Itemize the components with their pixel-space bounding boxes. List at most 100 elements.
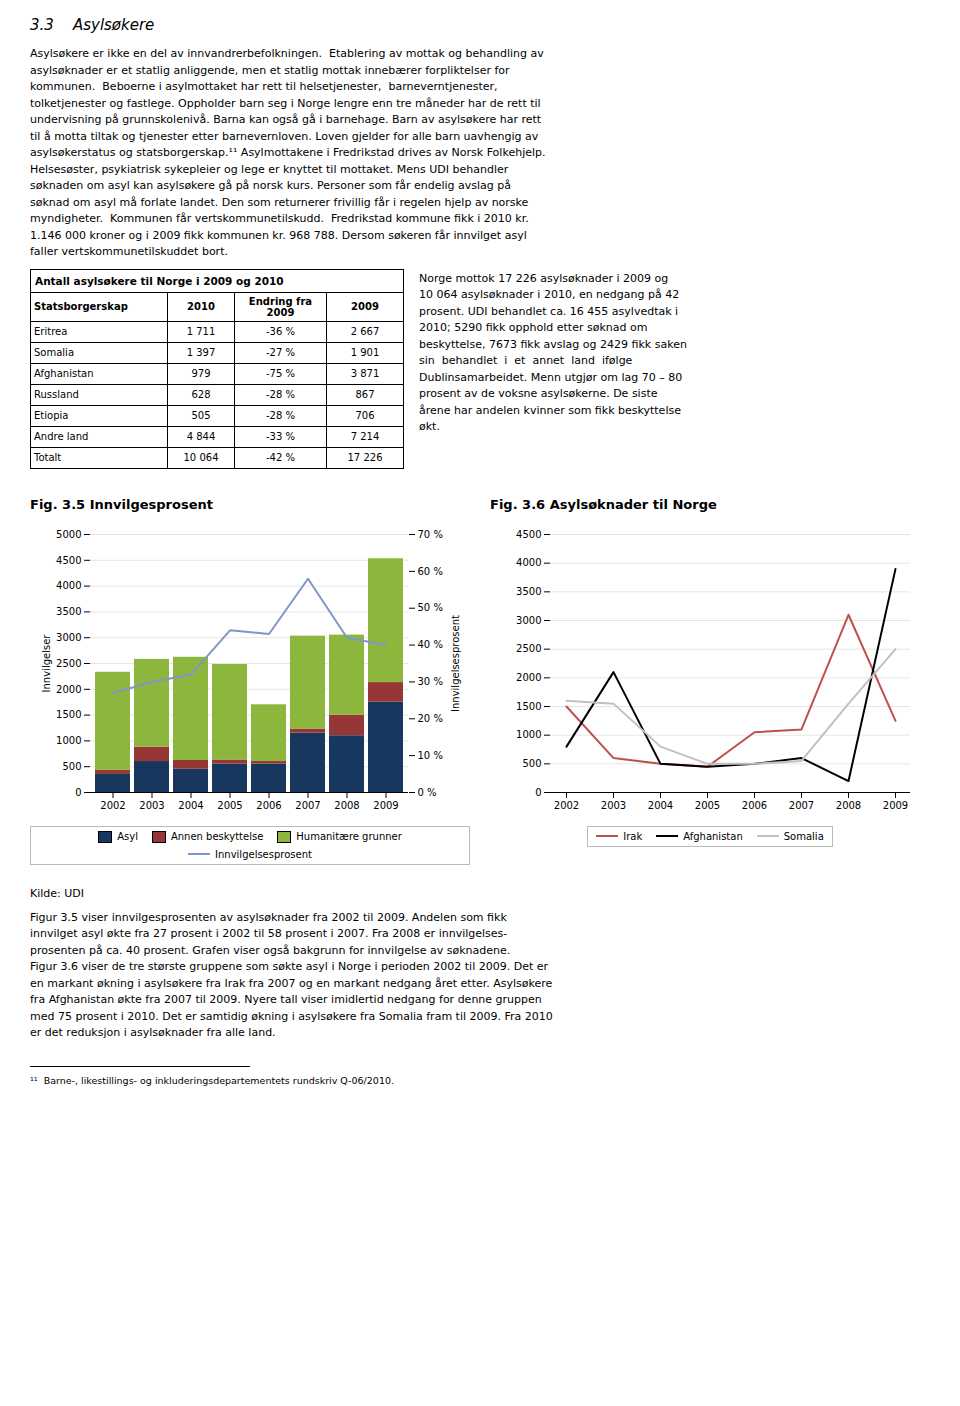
svg-text:3000: 3000 — [56, 631, 81, 642]
svg-text:0: 0 — [535, 786, 541, 797]
svg-text:2005: 2005 — [695, 799, 720, 810]
html-text:søknaden om asyl kan asylsøker: søknaden om asyl kan asylsøkere gå på no… — [30, 179, 511, 192]
svg-text:20 %: 20 % — [418, 712, 443, 723]
html-text:1 397: 1 397 — [186, 347, 216, 358]
svg-text:10 %: 10 % — [418, 749, 443, 760]
html-text:asylsøkerstatus og statsborger: asylsøkerstatus og statsborgerskap.¹¹ As… — [30, 146, 546, 159]
svg-text:Innvilgelser: Innvilgelser — [41, 633, 52, 692]
html-text:2 667: 2 667 — [350, 326, 380, 337]
html-text:innvilget asyl økte fra 27 pro: innvilget asyl økte fra 27 prosent i 200… — [30, 927, 508, 940]
html-text:¹¹ Barne-, likestillings- og i: ¹¹ Barne-, likestillings- og inkludering… — [30, 1074, 394, 1086]
html-text:en markant økning i asylsøkere: en markant økning i asylsøkere fra Irak … — [30, 976, 553, 990]
html-text:asylsøknader er et statlig anl: asylsøknader er et statlig anliggende, m… — [30, 63, 510, 77]
html-text:-27 %: -27 % — [266, 347, 295, 358]
html-text:Antall asylsøkere til Norge i: Antall asylsøkere til Norge i 2009 og 20… — [35, 274, 284, 287]
svg-text:50 %: 50 % — [418, 602, 443, 613]
html-text:er det reduksjon i asylsøknade: er det reduksjon i asylsøknader fra alle… — [30, 1026, 276, 1039]
svg-text:60 %: 60 % — [418, 565, 443, 576]
html-text:Norge mottok 17 226 asylsøknad: Norge mottok 17 226 asylsøknader i 2009 … — [419, 271, 669, 285]
html-text:Endring fra 2009: Endring fra 2009 — [248, 295, 313, 318]
svg-text:2500: 2500 — [56, 657, 81, 668]
html-text:økt.: økt. — [419, 420, 440, 433]
svg-text:1000: 1000 — [56, 735, 81, 746]
html-text:3.3 Asylsøkere: 3.3 Asylsøkere — [30, 16, 155, 34]
html-text:Afghanistan: Afghanistan — [683, 830, 743, 842]
svg-text:500: 500 — [522, 758, 541, 769]
html-text:2009: 2009 — [351, 301, 379, 312]
html-text:sin behandlet i et annet land: sin behandlet i et annet land ifølge — [419, 354, 633, 367]
svg-text:2007: 2007 — [789, 799, 814, 810]
html-text:Eritrea: Eritrea — [34, 326, 68, 337]
html-text:myndigheter. Kommunen får vert: myndigheter. Kommunen får vertskommuneti… — [30, 212, 529, 225]
svg-text:1500: 1500 — [56, 709, 81, 720]
html-text:Kilde: UDI: Kilde: UDI — [30, 886, 84, 900]
svg-text:2007: 2007 — [295, 799, 320, 810]
svg-text:2004: 2004 — [648, 799, 673, 810]
html-text:Dublinsamarbeidet. Menn utgjør: Dublinsamarbeidet. Menn utgjør om lag 70… — [419, 370, 683, 384]
svg-text:3500: 3500 — [516, 586, 541, 597]
html-text:2010: 2010 — [187, 301, 215, 312]
svg-text:500: 500 — [62, 760, 81, 771]
html-text:til å motta tiltak og tjeneste: til å motta tiltak og tjenester etter ba… — [30, 129, 539, 143]
html-text:undervisning på grunnskolenivå: undervisning på grunnskolenivå. Barna ka… — [30, 113, 542, 126]
html-text:Figur 3.6 viser de tre største: Figur 3.6 viser de tre største gruppene … — [30, 960, 549, 973]
html-text:prosent av de voksne asylsøker: prosent av de voksne asylsøkerne. De sis… — [419, 387, 658, 400]
svg-text:3500: 3500 — [56, 606, 81, 617]
html-text:Innvilgelsesprosent: Innvilgelsesprosent — [215, 848, 312, 860]
html-text:Irak: Irak — [623, 830, 643, 842]
html-text:prosenten på ca. 40 prosent. G: prosenten på ca. 40 prosent. Grafen vise… — [30, 943, 511, 957]
html-text:fra Afghanistan økte fra 2007: fra Afghanistan økte fra 2007 til 2009. … — [30, 993, 542, 1006]
html-text:tolketjenester og fastlege. Op: tolketjenester og fastlege. Oppholder ba… — [30, 96, 541, 110]
html-text:Fig. 3.5 Innvilgesprosent: Fig. 3.5 Innvilgesprosent — [30, 496, 213, 512]
svg-text:2000: 2000 — [56, 683, 81, 694]
svg-text:2003: 2003 — [601, 799, 626, 810]
svg-text:2002: 2002 — [100, 799, 125, 810]
html-text:beskyttelse, 7673 fikk avslag: beskyttelse, 7673 fikk avslag og 2429 fi… — [419, 337, 687, 351]
svg-text:70 %: 70 % — [418, 528, 443, 539]
html-text:Somalia: Somalia — [34, 347, 74, 358]
svg-text:30 %: 30 % — [418, 676, 443, 687]
svg-text:2000: 2000 — [516, 672, 541, 683]
svg-text:2009: 2009 — [883, 799, 908, 810]
svg-text:4000: 4000 — [516, 557, 541, 568]
svg-text:2008: 2008 — [334, 799, 359, 810]
html-text:faller vertskommunetilskuddet: faller vertskommunetilskuddet bort. — [30, 245, 228, 258]
html-text:10 064 asylsøknader i 2010, en: 10 064 asylsøknader i 2010, en nedgang p… — [419, 288, 680, 301]
svg-text:1500: 1500 — [516, 700, 541, 711]
html-text:Statsborgerskap: Statsborgerskap — [34, 301, 128, 312]
html-text:1 711: 1 711 — [186, 326, 216, 337]
svg-text:4000: 4000 — [56, 580, 81, 591]
html-text:Somalia: Somalia — [783, 830, 824, 842]
html-text:kommunen. Beboerne i asylmotta: kommunen. Beboerne i asylmottaket har re… — [30, 80, 498, 93]
svg-text:Innvilgelsesprosent: Innvilgelsesprosent — [450, 614, 461, 711]
svg-text:4500: 4500 — [56, 554, 81, 565]
svg-text:2500: 2500 — [516, 643, 541, 654]
html-text:prosent. UDI behandlet ca. 16: prosent. UDI behandlet ca. 16 455 asylve… — [419, 304, 679, 318]
html-text:Fig. 3.6 Asylsøknader til Norg: Fig. 3.6 Asylsøknader til Norge — [490, 496, 717, 512]
html-text:Helsesøster, psykiatrisk sykep: Helsesøster, psykiatrisk sykepleier og l… — [30, 162, 509, 176]
svg-text:2002: 2002 — [554, 799, 579, 810]
html-text:søknad om asyl må forlate land: søknad om asyl må forlate landet. Den so… — [30, 195, 529, 209]
html-text:Figur 3.5 viser innvilgesprose: Figur 3.5 viser innvilgesprosenten av as… — [30, 910, 507, 924]
svg-text:0: 0 — [75, 786, 81, 797]
svg-text:2008: 2008 — [836, 799, 861, 810]
html-text:årene har andelen kvinner som: årene har andelen kvinner som fikk besky… — [419, 403, 681, 417]
svg-text:5000: 5000 — [56, 528, 81, 539]
svg-text:0 %: 0 % — [418, 786, 437, 797]
svg-text:2006: 2006 — [256, 799, 281, 810]
html-text:-36 %: -36 % — [266, 326, 295, 337]
svg-text:2006: 2006 — [742, 799, 767, 810]
svg-text:4500: 4500 — [516, 528, 541, 539]
svg-text:2005: 2005 — [217, 799, 242, 810]
svg-text:2003: 2003 — [139, 799, 164, 810]
svg-text:2009: 2009 — [373, 799, 398, 810]
html-text:1.146 000 kroner og i 2009 fik: 1.146 000 kroner og i 2009 fikk kommunen… — [30, 228, 527, 242]
html-text:2010; 5290 fikk opphold etter: 2010; 5290 fikk opphold etter søknad om — [419, 321, 648, 334]
svg-text:1000: 1000 — [516, 729, 541, 740]
svg-text:40 %: 40 % — [418, 639, 443, 650]
html-text:med 75 prosent i 2010. Det er: med 75 prosent i 2010. Det er samtidig ø… — [30, 1009, 553, 1023]
svg-text:2004: 2004 — [178, 799, 203, 810]
html-text:Asylsøkere er ikke en del av i: Asylsøkere er ikke en del av innvandrerb… — [30, 47, 544, 60]
svg-text:3000: 3000 — [516, 614, 541, 625]
html-text:1 901: 1 901 — [350, 347, 380, 358]
